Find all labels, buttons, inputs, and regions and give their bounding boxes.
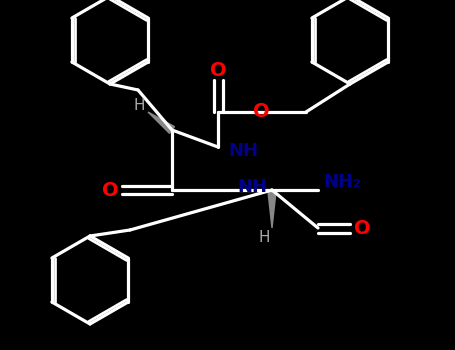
Text: NH: NH <box>228 142 258 160</box>
Text: O: O <box>210 61 226 79</box>
Text: O: O <box>101 181 118 199</box>
Polygon shape <box>148 112 175 133</box>
Polygon shape <box>268 190 276 228</box>
Text: NH: NH <box>237 178 267 196</box>
Text: H: H <box>258 230 270 245</box>
Text: NH₂: NH₂ <box>323 173 361 191</box>
Text: H: H <box>133 98 145 112</box>
Text: O: O <box>354 218 370 238</box>
Text: O: O <box>253 102 269 120</box>
